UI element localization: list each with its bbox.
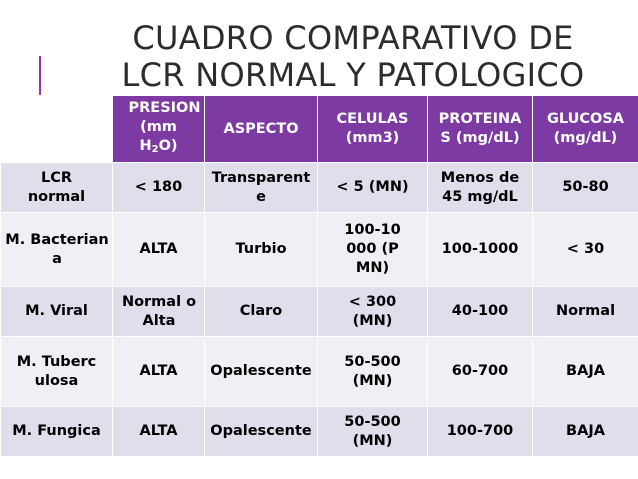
cell-aspecto: Opalescente (204, 406, 318, 457)
cell-proteinas: Menos de 45 mg/dL (427, 162, 533, 213)
cell-glucosa: BAJA (532, 336, 638, 407)
cell-proteinas: 40-100 (427, 286, 533, 337)
table-row: LCR normal < 180 Transparente < 5 (MN) M… (0, 162, 638, 213)
table-row: M. Tuberculosa ALTA Opalescente 50-500 (… (0, 336, 638, 407)
cell-celulas: 100-10000 (PMN) (317, 212, 428, 287)
cell-proteinas: 100-700 (427, 406, 533, 457)
slide-title-line-2: LCR NORMAL Y PATOLOGICO (121, 56, 585, 94)
cell-presion: Normal o Alta (112, 286, 205, 337)
title-accent-bar (39, 56, 41, 98)
table-row: M. Bacteriana ALTA Turbio 100-10000 (PMN… (0, 212, 638, 287)
cell-celulas: 50-500 (MN) (317, 406, 428, 457)
row-label: M. Viral (0, 286, 113, 337)
cell-celulas: 50-500 (MN) (317, 336, 428, 407)
row-label: M. Tuberculosa (0, 336, 113, 407)
cell-proteinas: 100-1000 (427, 212, 533, 287)
header-celulas: CELULAS (mm3) (317, 95, 428, 163)
cell-celulas: < 5 (MN) (317, 162, 428, 213)
cell-glucosa: BAJA (532, 406, 638, 457)
cell-presion: < 180 (112, 162, 205, 213)
header-proteinas: PROTEINAS (mg/dL) (427, 95, 533, 163)
cell-glucosa: < 30 (532, 212, 638, 287)
row-label: LCR normal (0, 162, 113, 213)
row-label: M. Bacteriana (0, 212, 113, 287)
table-row: M. Fungica ALTA Opalescente 50-500 (MN) … (0, 406, 638, 457)
header-presion: PRESION (mm H2O) (112, 95, 205, 163)
cell-presion: ALTA (112, 336, 205, 407)
table-row: M. Viral Normal o Alta Claro < 300 (MN) … (0, 286, 638, 337)
slide-title-line-1: CUADRO COMPARATIVO DE (132, 19, 574, 57)
cell-presion: ALTA (112, 406, 205, 457)
header-glucosa: GLUCOSA (mg/dL) (532, 95, 638, 163)
comparison-table: PRESION (mm H2O) ASPECTO CELULAS (mm3) P… (0, 95, 638, 457)
header-corner-cell (0, 95, 113, 163)
cell-glucosa: Normal (532, 286, 638, 337)
cell-aspecto: Turbio (204, 212, 318, 287)
cell-aspecto: Opalescente (204, 336, 318, 407)
cell-aspecto: Claro (204, 286, 318, 337)
cell-aspecto: Transparente (204, 162, 318, 213)
table-header-row: PRESION (mm H2O) ASPECTO CELULAS (mm3) P… (0, 95, 638, 163)
cell-celulas: < 300 (MN) (317, 286, 428, 337)
header-aspecto: ASPECTO (204, 95, 318, 163)
cell-proteinas: 60-700 (427, 336, 533, 407)
cell-presion: ALTA (112, 212, 205, 287)
slide-title: CUADRO COMPARATIVO DE LCR NORMAL Y PATOL… (88, 20, 618, 94)
cell-glucosa: 50-80 (532, 162, 638, 213)
row-label: M. Fungica (0, 406, 113, 457)
